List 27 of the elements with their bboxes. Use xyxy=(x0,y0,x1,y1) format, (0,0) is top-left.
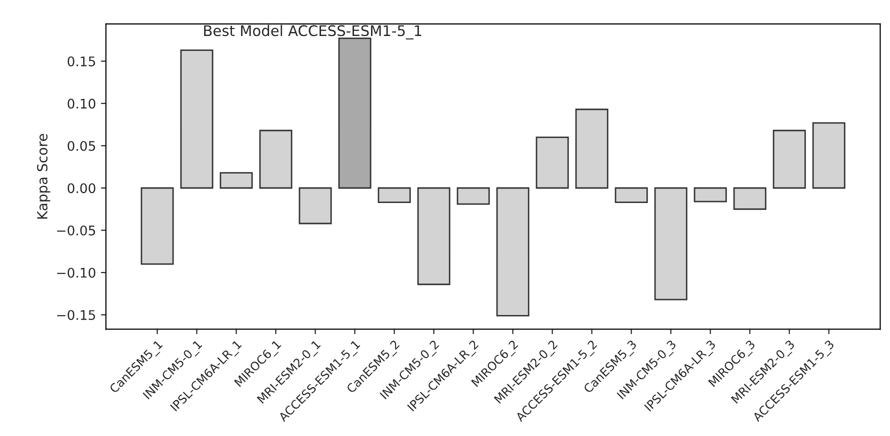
y-tick-label: −0.10 xyxy=(57,268,96,278)
annotation: Best Model ACCESS-ESM1-5_1 xyxy=(204,24,422,40)
bar xyxy=(338,38,372,189)
bar xyxy=(220,172,253,189)
bar xyxy=(496,187,530,316)
bar xyxy=(298,187,332,224)
y-tick-label: 0.05 xyxy=(68,140,96,151)
bar xyxy=(772,130,806,189)
y-tick-label: 0.10 xyxy=(68,98,96,109)
bar xyxy=(259,130,292,189)
bar xyxy=(575,108,608,189)
bar xyxy=(694,187,727,202)
bar xyxy=(733,187,766,210)
y-tick-label: −0.15 xyxy=(57,310,96,320)
bar xyxy=(378,187,411,204)
bar xyxy=(180,49,214,189)
bar xyxy=(456,187,490,205)
y-tick-label: 0.15 xyxy=(68,56,96,66)
bar xyxy=(614,187,648,204)
bar xyxy=(812,122,846,189)
y-tick-label: 0.00 xyxy=(68,183,96,194)
bar xyxy=(140,187,174,265)
bar xyxy=(536,136,569,189)
bar xyxy=(654,187,688,300)
y-tick-label: −0.05 xyxy=(57,225,96,236)
bar xyxy=(417,187,450,286)
y-axis-title: Kappa Score xyxy=(37,134,50,219)
